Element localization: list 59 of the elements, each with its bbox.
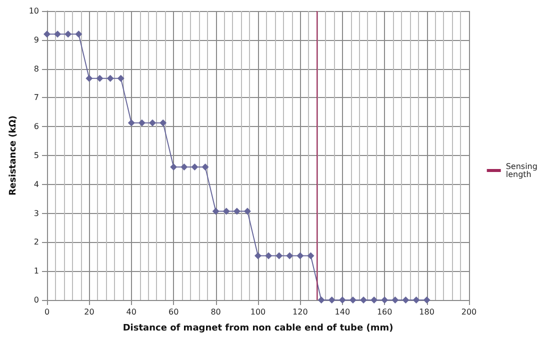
x-tick-label: 40: [126, 308, 136, 316]
point: [328, 296, 336, 304]
point: [96, 74, 104, 82]
y-tick-label: 8: [34, 64, 39, 74]
point: [307, 252, 314, 260]
x-tick-label: 0: [44, 308, 50, 316]
point: [138, 119, 146, 126]
x-axis-title: Distance of magnet from non cable end of tube (mm): [122, 324, 394, 334]
point: [128, 119, 135, 126]
point: [254, 252, 262, 260]
y-tick-label: 7: [34, 93, 39, 102]
point: [180, 164, 188, 171]
x-tick-label: 140: [334, 308, 350, 316]
point: [160, 119, 167, 126]
y-tick-label: 5: [34, 151, 39, 160]
point: [392, 296, 399, 304]
point: [244, 208, 251, 215]
point: [75, 30, 82, 38]
point: [370, 296, 378, 304]
point: [149, 119, 156, 126]
point: [54, 30, 62, 38]
point: [318, 296, 325, 304]
point: [106, 74, 114, 82]
x-tick-label: 200: [461, 308, 477, 316]
legend-label: Sensing length: [506, 162, 540, 179]
x-tick-label: 120: [292, 308, 308, 316]
x-tick-label: 100: [250, 308, 266, 316]
y-tick-label: 4: [34, 180, 39, 189]
point: [296, 252, 304, 260]
y-axis-title: Resistance (kΩ): [8, 115, 18, 196]
point: [202, 164, 209, 171]
y-tick-label: 2: [34, 238, 39, 247]
y-tick-label: 1: [34, 266, 39, 276]
x-tick-label: 160: [376, 308, 392, 316]
y-tick-label: 10: [28, 6, 39, 16]
point: [86, 74, 93, 82]
point: [412, 296, 420, 304]
point: [286, 252, 294, 260]
point: [360, 296, 367, 304]
point: [64, 30, 72, 38]
point: [349, 296, 356, 304]
point: [191, 164, 198, 171]
point: [265, 252, 272, 260]
point: [170, 164, 178, 171]
y-tick-label: 9: [34, 35, 39, 44]
x-tick-label: 20: [84, 308, 94, 316]
point: [276, 252, 283, 260]
y-tick-label: 6: [34, 122, 39, 132]
point: [222, 208, 230, 215]
y-tick-label: 0: [34, 296, 39, 304]
point: [402, 296, 410, 304]
point: [212, 208, 220, 215]
x-tick-label: 80: [210, 308, 221, 316]
point: [44, 30, 50, 38]
point: [233, 208, 240, 215]
point: [117, 74, 124, 82]
x-tick-label: 180: [419, 308, 434, 316]
x-tick-label: 60: [168, 308, 179, 316]
y-tick-label: 3: [34, 208, 39, 218]
